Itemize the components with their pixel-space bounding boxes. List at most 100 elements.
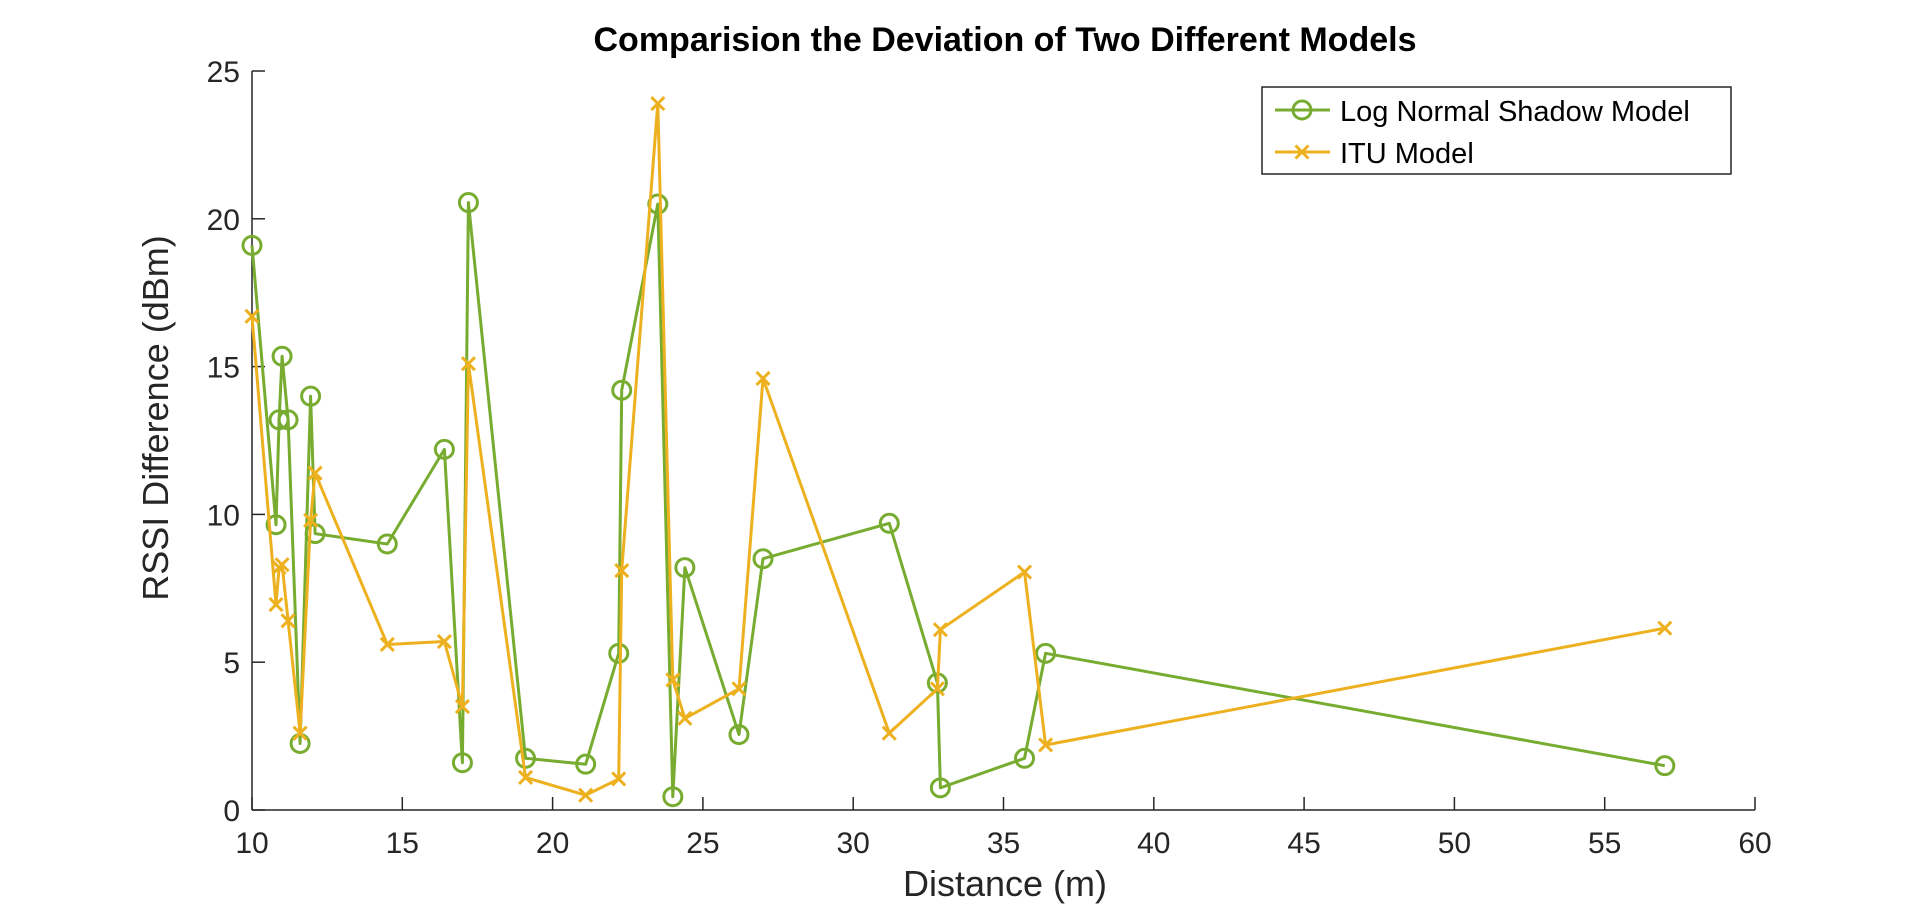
x-tick-label: 55	[1588, 827, 1621, 860]
data-point-stroke	[303, 512, 319, 528]
data-point	[277, 409, 299, 431]
data-point	[517, 769, 534, 786]
data-point	[244, 308, 260, 324]
data-point	[1657, 620, 1673, 636]
data-point	[752, 548, 774, 570]
data-point-stroke	[731, 681, 747, 697]
data-point	[241, 234, 263, 256]
data-point	[376, 533, 398, 555]
x-tick-label: 40	[1137, 827, 1170, 860]
data-point	[268, 596, 284, 613]
data-point	[433, 438, 455, 460]
x-tick-label: 35	[987, 827, 1020, 860]
data-point-stroke	[280, 613, 296, 629]
data-point	[274, 557, 290, 573]
data-point	[614, 563, 630, 579]
data-point-stroke	[379, 636, 395, 653]
x-tick-label: 60	[1738, 827, 1771, 860]
legend-marker-stroke	[1294, 144, 1310, 160]
data-point	[1014, 747, 1036, 769]
chart-title: Comparision the Deviation of Two Differe…	[594, 21, 1417, 59]
y-tick-label: 10	[207, 499, 240, 532]
data-point-stroke	[274, 557, 290, 573]
data-point-stroke	[1038, 737, 1054, 753]
x-tick-label: 30	[837, 827, 870, 860]
data-point-stroke	[881, 725, 897, 741]
data-point	[674, 557, 696, 579]
data-point	[677, 710, 693, 726]
y-axis-label: RSSI Difference (dBm)	[135, 235, 176, 600]
data-point	[436, 633, 452, 650]
data-point-stroke	[755, 370, 771, 386]
data-point-stroke	[614, 563, 630, 579]
data-point-stroke	[268, 596, 284, 613]
data-point-stroke	[454, 698, 470, 715]
data-point-stroke	[611, 771, 627, 787]
data-point-stroke	[929, 681, 945, 697]
series-line	[250, 201, 1666, 799]
x-tick-label: 45	[1287, 827, 1320, 860]
data-point	[271, 345, 293, 367]
data-point-stroke	[665, 672, 681, 688]
data-point	[611, 771, 627, 787]
data-point-stroke	[677, 710, 693, 726]
data-point	[300, 385, 322, 407]
data-point	[292, 725, 308, 741]
data-point-stroke	[932, 622, 948, 638]
x-tick-label: 10	[235, 827, 268, 860]
data-point	[454, 698, 470, 715]
y-tick-label: 0	[223, 795, 240, 828]
data-point-stroke	[307, 465, 323, 481]
data-point	[878, 512, 900, 534]
legend-marker	[1291, 99, 1313, 121]
data-point	[1038, 737, 1054, 753]
data-point	[608, 642, 630, 664]
data-point-stroke	[650, 95, 666, 112]
data-point	[881, 725, 897, 741]
data-point	[451, 752, 473, 774]
y-tick-label: 5	[223, 647, 240, 680]
data-point	[731, 681, 747, 697]
legend: Log Normal Shadow Model ITU Model	[1261, 86, 1732, 175]
data-point	[578, 787, 594, 803]
data-point-stroke	[578, 787, 594, 803]
data-point-stroke	[436, 633, 452, 650]
x-tick-label: 50	[1438, 827, 1471, 860]
series	[241, 95, 1676, 808]
data-point-stroke	[517, 769, 534, 786]
x-axis-label: Distance (m)	[903, 863, 1107, 904]
data-point	[929, 777, 951, 799]
series-0	[241, 192, 1676, 808]
y-tick-label: 15	[207, 352, 240, 385]
legend-entry: Log Normal Shadow Model	[1275, 96, 1690, 128]
axes	[251, 70, 1756, 811]
data-point	[932, 622, 948, 638]
data-point	[303, 512, 319, 528]
legend-entry: ITU Model	[1275, 138, 1474, 170]
data-point	[1654, 755, 1676, 777]
data-point-stroke	[1657, 620, 1673, 636]
legend-box	[1261, 86, 1732, 175]
data-point	[1035, 642, 1057, 664]
legend-entries: Log Normal Shadow Model ITU Model	[1275, 96, 1690, 170]
x-tick-label: 25	[686, 827, 719, 860]
data-point	[575, 753, 597, 775]
data-point	[307, 465, 323, 481]
data-point	[662, 786, 684, 808]
data-point	[728, 724, 750, 746]
y-tick-label: 20	[207, 204, 240, 237]
data-point	[929, 681, 945, 697]
data-point	[457, 192, 479, 214]
data-point	[611, 379, 633, 401]
data-point-stroke	[292, 725, 308, 741]
x-tick-label: 20	[536, 827, 569, 860]
legend-label: ITU Model	[1340, 138, 1474, 170]
tick-labels: 10 15 20 25 30 35 40 45 50 55 60 0 5 10 15 20 25	[207, 56, 1772, 860]
y-tick-label: 25	[207, 56, 240, 89]
data-point	[650, 95, 666, 112]
data-point-stroke	[244, 308, 260, 324]
data-point-stroke	[1016, 564, 1033, 580]
series-1	[244, 95, 1673, 803]
